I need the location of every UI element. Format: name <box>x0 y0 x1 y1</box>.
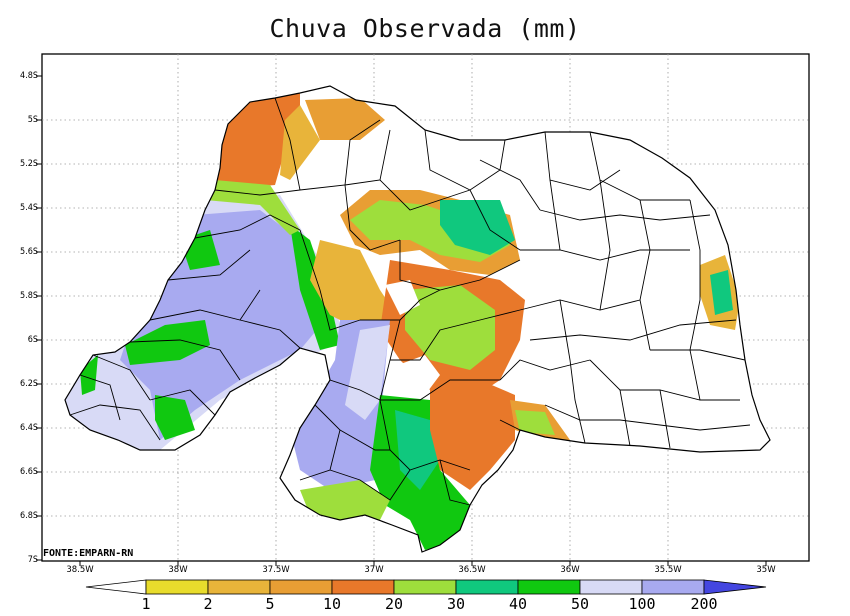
lat-label: 5.8S <box>19 291 38 301</box>
lon-label: 37.5W <box>262 565 290 575</box>
colorbar-segment <box>641 579 705 595</box>
colorbar-segment <box>455 579 519 595</box>
map-title: Chuva Observada (mm) <box>269 14 581 43</box>
colorbar-arrow-left <box>85 579 147 595</box>
lat-label: 5.6S <box>19 247 38 257</box>
colorbar-segment <box>269 579 333 595</box>
lat-label: 7S <box>27 555 38 565</box>
colorbar-label: 10 <box>322 595 342 613</box>
colorbar <box>85 579 767 595</box>
lon-label: 38W <box>168 565 188 575</box>
state-outline <box>64 85 771 553</box>
lon-label: 37W <box>364 565 384 575</box>
lat-label: 6S <box>27 335 38 345</box>
colorbar-segment <box>145 579 209 595</box>
municipal-borders <box>69 97 751 506</box>
lat-label: 6.2S <box>19 379 38 389</box>
colorbar-label: 200 <box>690 595 718 613</box>
colorbar-segment <box>331 579 395 595</box>
colorbar-label: 1 <box>141 595 151 613</box>
colorbar-segment <box>393 579 457 595</box>
colorbar-label: 5 <box>265 595 275 613</box>
colorbar-arrow-right <box>703 579 767 595</box>
axis-ticks <box>36 75 767 566</box>
colorbar-label: 2 <box>203 595 213 613</box>
lat-label: 5.4S <box>19 203 38 213</box>
lon-label: 35W <box>756 565 776 575</box>
colorbar-label: 30 <box>446 595 466 613</box>
lat-label: 5S <box>27 115 38 125</box>
lat-label: 6.4S <box>19 423 38 433</box>
lon-label: 35.5W <box>654 565 682 575</box>
lon-label: 36W <box>560 565 580 575</box>
colorbar-segment <box>579 579 643 595</box>
colorbar-label: 40 <box>508 595 528 613</box>
colorbar-label: 20 <box>384 595 404 613</box>
lat-label: 6.8S <box>19 511 38 521</box>
colorbar-segment <box>517 579 581 595</box>
colorbar-label: 50 <box>570 595 590 613</box>
lon-label: 36.5W <box>458 565 486 575</box>
lat-label: 5.2S <box>19 159 38 169</box>
lat-label: 6.6S <box>19 467 38 477</box>
colorbar-label: 100 <box>628 595 656 613</box>
source-label: FONTE:EMPARN-RN <box>43 548 134 559</box>
colorbar-segment <box>207 579 271 595</box>
lon-label: 38.5W <box>66 565 94 575</box>
lat-label: 4.8S <box>19 71 38 81</box>
